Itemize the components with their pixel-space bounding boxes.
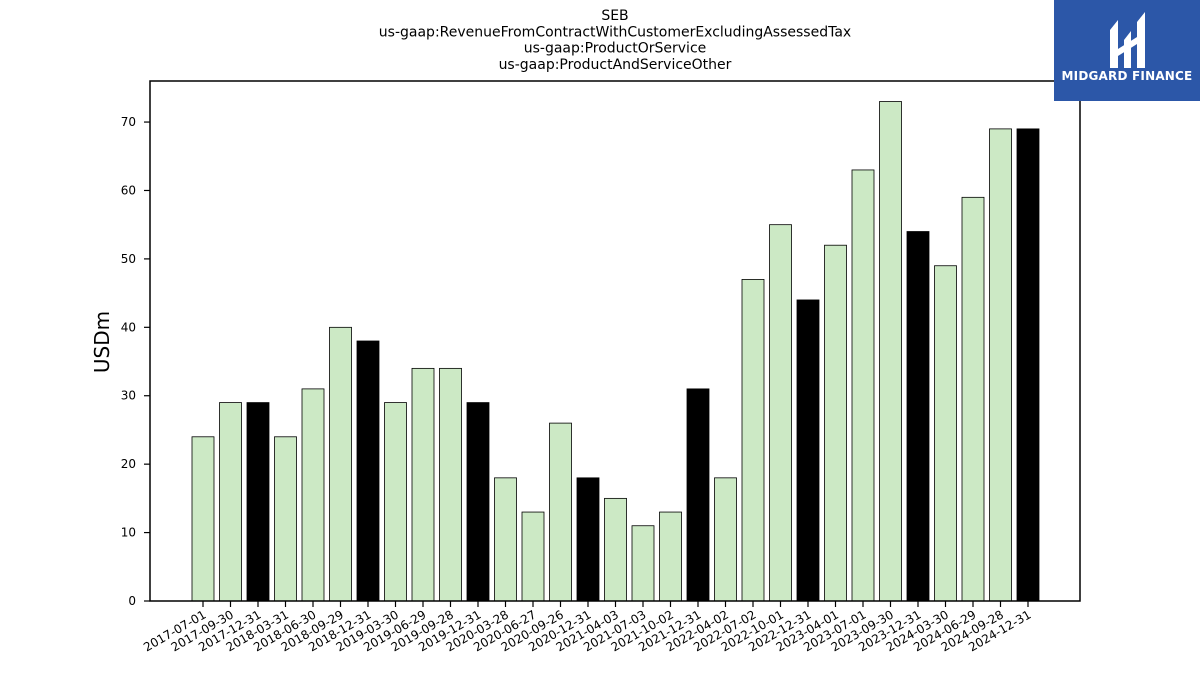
bar-2021-04-03 <box>604 497 627 602</box>
bar-2024-12-31 <box>1016 128 1040 602</box>
bar-2021-10-02 <box>659 511 682 602</box>
y-tick-label: 30 <box>121 389 136 403</box>
bar-2019-03-30 <box>384 402 407 602</box>
bar-2017-07-01 <box>191 436 215 602</box>
y-tick-label: 50 <box>121 252 136 266</box>
bar-2020-06-27 <box>521 511 545 602</box>
title-line: us-gaap:ProductAndServiceOther <box>499 57 732 73</box>
x-ticks: 2017-07-012017-09-302017-12-312018-03-31… <box>141 601 1034 654</box>
bar-2024-03-30 <box>934 265 957 602</box>
bar-2022-10-01 <box>769 224 792 602</box>
y-tick-label: 60 <box>121 183 136 197</box>
title-line: SEB <box>601 8 628 24</box>
bar-2022-04-02 <box>714 477 737 602</box>
y-tick-label: 0 <box>128 594 136 608</box>
title-line: us-gaap:ProductOrService <box>524 41 707 57</box>
bar-2019-12-31 <box>466 402 490 602</box>
bar-2022-12-31 <box>796 299 820 602</box>
bar-2017-12-31 <box>246 402 270 602</box>
chart-title: SEBus-gaap:RevenueFromContractWithCustom… <box>379 8 851 73</box>
y-tick-label: 10 <box>121 526 136 540</box>
y-tick-label: 40 <box>121 320 136 334</box>
bar-2024-09-28 <box>989 128 1012 602</box>
y-axis-label: USDm <box>90 311 114 373</box>
bar-2019-06-29 <box>411 367 435 602</box>
bar-2024-06-29 <box>961 196 985 602</box>
bar-2023-09-30 <box>879 101 902 602</box>
bar-2021-12-31 <box>686 388 710 602</box>
bar-2023-07-01 <box>851 169 875 602</box>
bars <box>191 101 1040 602</box>
y-tick-label: 20 <box>121 457 136 471</box>
bar-2023-12-31 <box>906 231 930 602</box>
y-ticks: 0 10 20 30 40 50 60 70 <box>121 115 150 608</box>
bar-2020-09-26 <box>549 422 572 602</box>
bar-2020-12-31 <box>576 477 600 602</box>
title-line: us-gaap:RevenueFromContractWithCustomerE… <box>379 24 851 40</box>
bar-2018-06-30 <box>301 388 325 602</box>
bar-2018-09-29 <box>329 326 352 602</box>
bar-2023-04-01 <box>824 244 847 602</box>
bar-2022-07-02 <box>741 279 765 602</box>
midgard-logo-icon <box>1110 12 1145 68</box>
bar-2021-07-03 <box>631 525 655 602</box>
bar-2017-09-30 <box>219 402 242 602</box>
bar-2019-09-28 <box>439 367 462 602</box>
logo-text: MIDGARD FINANCE <box>1061 69 1193 83</box>
midgard-finance-logo: MIDGARD FINANCE <box>1054 0 1200 101</box>
y-tick-label: 70 <box>121 115 136 129</box>
bar-2018-12-31 <box>356 340 380 602</box>
bar-2020-03-28 <box>494 477 517 602</box>
bar-2018-03-31 <box>274 436 297 602</box>
